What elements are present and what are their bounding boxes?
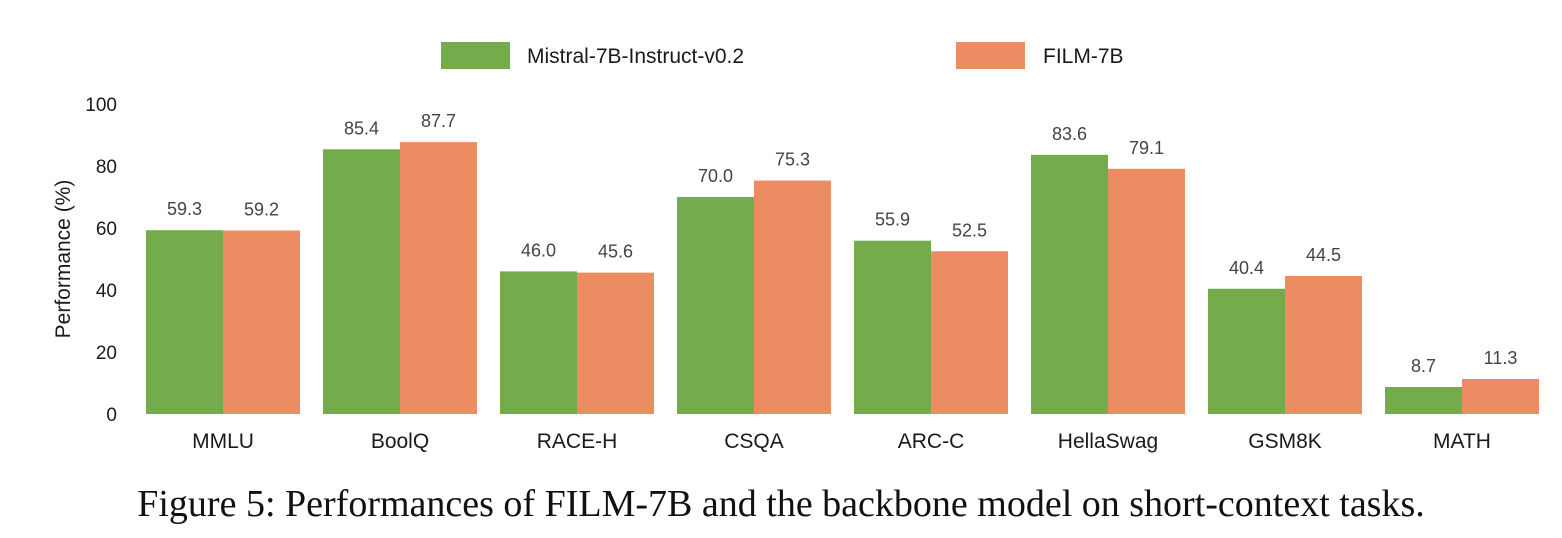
bar-mistral-csqa [677, 197, 754, 414]
legend: Mistral-7B-Instruct-v0.2 FILM-7B [441, 42, 1124, 69]
category-label: RACE-H [537, 430, 618, 453]
bar-mistral-math [1385, 387, 1462, 414]
y-tick-label: 20 [96, 343, 117, 364]
caption-model-smallcaps: IL [565, 483, 602, 525]
value-label: 44.5 [1306, 245, 1341, 265]
bars [146, 142, 1539, 414]
figure-caption: Figure 5: Performances of FILM-7B and th… [0, 482, 1562, 526]
value-label: 55.9 [875, 210, 910, 230]
y-ticks: 0 20 40 60 80 100 [85, 95, 117, 426]
value-label: 45.6 [598, 242, 633, 262]
value-label: 11.3 [1484, 348, 1518, 368]
category-labels: MMLU BoolQ RACE-H CSQA ARC-C HellaSwag GSM8K MA… [192, 430, 1491, 453]
bar-mistral-gsm8k [1208, 288, 1285, 414]
bar-chart: Mistral-7B-Instruct-v0.2 FILM-7B Perform… [52, 42, 1539, 453]
category-label: GSM8K [1248, 430, 1322, 453]
y-tick-label: 100 [85, 95, 117, 116]
bar-mistral-boolq [323, 149, 400, 414]
legend-label-film: FILM-7B [1043, 45, 1124, 68]
bar-film-csqa [754, 180, 831, 414]
category-label: MMLU [192, 430, 254, 453]
caption-prefix: Figure 5: Performances of [137, 483, 545, 525]
legend-swatch-mistral [441, 42, 510, 69]
bar-film-arc-c [931, 251, 1008, 414]
value-label: 59.2 [244, 199, 279, 219]
y-tick-label: 40 [96, 281, 117, 302]
bar-film-math [1462, 378, 1539, 414]
value-label: 8.7 [1411, 356, 1436, 376]
value-labels: 59.3 59.2 85.4 87.7 46.0 45.6 70.0 75.3 55.9 52.5… [167, 111, 1517, 376]
category-label: CSQA [724, 430, 784, 453]
category-label: HellaSwag [1058, 430, 1158, 453]
value-label: 70.0 [698, 166, 733, 186]
bar-mistral-hellaswag [1031, 154, 1108, 414]
category-label: ARC-C [898, 430, 965, 453]
y-axis-label: Performance (%) [52, 180, 75, 339]
value-label: 40.4 [1229, 258, 1264, 278]
value-label: 59.3 [167, 199, 202, 219]
category-label: MATH [1433, 430, 1491, 453]
legend-label-mistral: Mistral-7B-Instruct-v0.2 [527, 45, 744, 68]
category-label: BoolQ [371, 430, 429, 453]
caption-model-tail: M-7B [601, 483, 693, 525]
bar-mistral-arc-c [854, 240, 931, 414]
bar-film-hellaswag [1108, 168, 1185, 414]
bar-film-race-h [577, 272, 654, 414]
caption-suffix: and the backbone model on short-context … [692, 483, 1425, 525]
value-label: 85.4 [344, 118, 379, 138]
bar-film-gsm8k [1285, 276, 1362, 414]
value-label: 46.0 [521, 240, 556, 260]
value-label: 79.1 [1129, 138, 1164, 158]
caption-model-first: F [544, 483, 566, 525]
value-label: 83.6 [1052, 124, 1087, 144]
bar-mistral-race-h [500, 271, 577, 414]
y-tick-label: 80 [96, 157, 117, 178]
bar-film-boolq [400, 142, 477, 414]
bar-mistral-mmlu [146, 230, 223, 414]
legend-swatch-film [956, 42, 1025, 69]
value-label: 75.3 [775, 150, 810, 170]
bar-film-mmlu [223, 230, 300, 414]
y-tick-label: 0 [106, 405, 117, 426]
value-label: 87.7 [421, 111, 456, 131]
y-tick-label: 60 [96, 219, 117, 240]
value-label: 52.5 [952, 220, 987, 240]
